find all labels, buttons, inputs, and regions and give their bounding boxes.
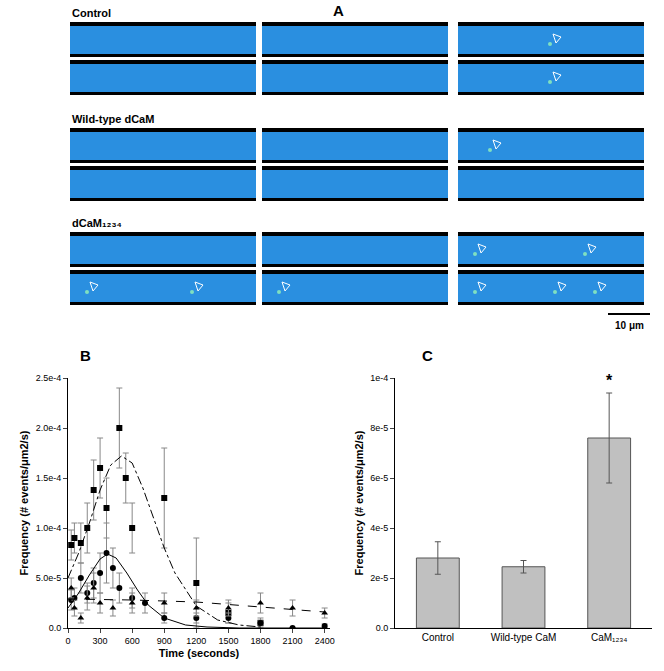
svg-text:Frequency (# events/μm2/s): Frequency (# events/μm2/s) [18,430,30,575]
svg-text:8e-5: 8e-5 [370,423,388,433]
svg-text:5.0e-5: 5.0e-5 [36,573,62,583]
svg-text:A: A [333,2,344,19]
svg-text:1800: 1800 [250,636,270,646]
svg-text:0.0: 0.0 [376,623,389,633]
svg-text:300: 300 [93,636,108,646]
svg-text:B: B [80,347,91,364]
svg-text:Wild-type dCaM: Wild-type dCaM [72,113,154,125]
svg-text:2e-5: 2e-5 [370,573,388,583]
svg-text:Control: Control [72,7,111,19]
svg-text:Control: Control [422,632,454,643]
svg-text:C: C [422,347,433,364]
svg-text:1200: 1200 [186,636,206,646]
svg-text:1.0e-4: 1.0e-4 [36,523,62,533]
svg-text:*: * [606,372,613,389]
svg-text:0.0: 0.0 [49,623,62,633]
svg-text:Frequency (# events/μm2/s): Frequency (# events/μm2/s) [353,430,365,575]
svg-text:dCaM₁₂₃₄: dCaM₁₂₃₄ [72,217,122,229]
svg-text:Time (seconds): Time (seconds) [159,647,240,659]
svg-text:2100: 2100 [283,636,303,646]
svg-text:1500: 1500 [218,636,238,646]
svg-text:2.0e-4: 2.0e-4 [36,423,62,433]
svg-text:CaM₁₂₃₄: CaM₁₂₃₄ [591,632,628,643]
svg-text:900: 900 [157,636,172,646]
svg-text:2400: 2400 [315,636,335,646]
svg-text:1.5e-4: 1.5e-4 [36,473,62,483]
svg-text:2.5e-4: 2.5e-4 [36,373,62,383]
svg-text:6e-5: 6e-5 [370,473,388,483]
svg-text:1e-4: 1e-4 [370,373,388,383]
svg-text:4e-5: 4e-5 [370,523,388,533]
svg-text:10 μm: 10 μm [615,320,644,331]
svg-text:600: 600 [125,636,140,646]
svg-text:0: 0 [65,636,70,646]
svg-text:Wild-type CaM: Wild-type CaM [491,632,557,643]
